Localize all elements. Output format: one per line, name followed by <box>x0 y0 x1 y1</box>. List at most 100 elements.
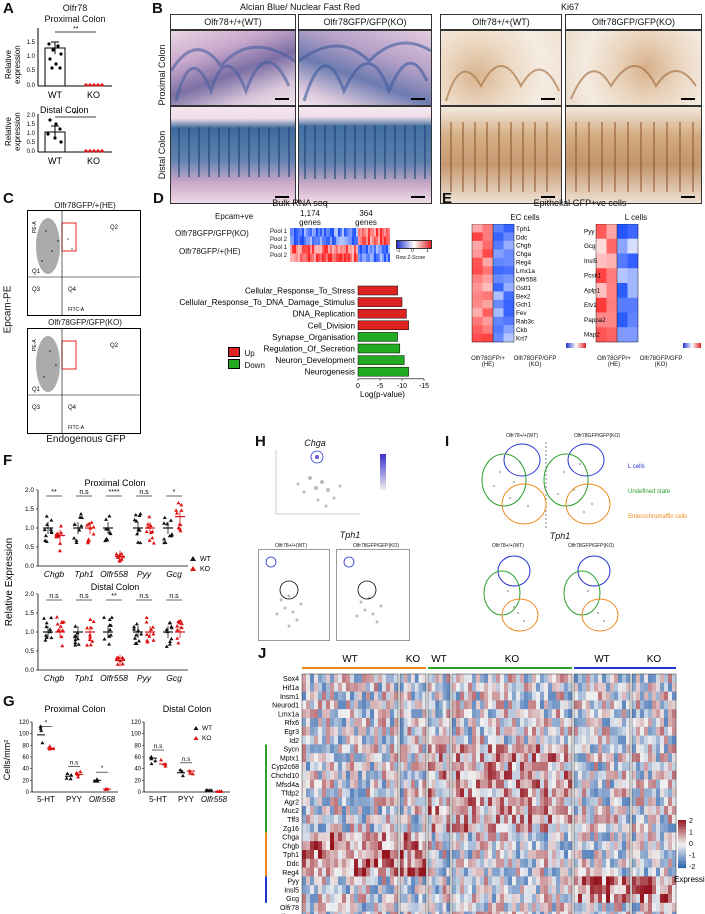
j-heat-cell <box>636 867 641 877</box>
j-heat-cell <box>330 911 335 914</box>
j-heat-cell <box>334 841 339 851</box>
j-heat-cell <box>338 718 343 727</box>
j-heat-cell <box>590 885 595 895</box>
j-heat-cell <box>446 902 451 912</box>
j-heat-cell <box>322 770 327 780</box>
j-heat-cell <box>418 753 423 763</box>
g-dist-point-ko <box>159 757 164 762</box>
j-heat-cell <box>636 902 641 912</box>
g-dist-y-tick-label: 100 <box>131 732 142 738</box>
j-heat-cell <box>322 762 327 771</box>
j-heat-cell <box>390 682 395 692</box>
j-heat-cell <box>594 726 599 736</box>
j-heat-cell <box>362 797 367 807</box>
j-heat-cell <box>512 867 517 877</box>
l-heat-cell <box>627 238 639 254</box>
bulk-heat-cell <box>340 253 343 262</box>
j-heat-cell <box>614 797 619 807</box>
j-heat-cell <box>582 700 587 710</box>
j-heat-cell <box>540 682 545 692</box>
j-heat-cell <box>302 867 307 877</box>
j-heat-cell <box>411 718 416 727</box>
j-scale-cell <box>678 857 686 859</box>
j-heat-cell <box>512 911 517 914</box>
j-heat-cell <box>536 726 541 736</box>
j-heat-cell <box>632 876 637 886</box>
j-heat-cell <box>540 700 545 710</box>
j-heat-cell <box>552 823 557 833</box>
j-heat-cell <box>370 797 375 807</box>
j-heat-cell <box>640 841 645 851</box>
j-heat-cell <box>574 753 579 763</box>
j-heat-cell <box>610 894 615 903</box>
svg-text:expression: expression <box>13 112 22 151</box>
j-heat-cell <box>602 876 607 886</box>
j-heat-cell <box>452 744 457 754</box>
j-heat-cell <box>586 876 591 886</box>
bulk-heat-cell <box>332 228 335 237</box>
j-heat-cell <box>500 902 505 912</box>
j-heat-cell <box>330 823 335 833</box>
j-heat-cell <box>500 709 505 719</box>
j-heat-cell <box>594 832 599 842</box>
j-heat-cell <box>560 700 565 710</box>
j-heat-cell <box>422 850 427 859</box>
j-heat-cell <box>606 709 611 719</box>
j-heat-cell <box>524 841 529 851</box>
j-heat-cell <box>346 876 351 886</box>
bulk-heat-cell <box>366 245 369 254</box>
j-heat-cell <box>431 726 436 736</box>
ec-heat-cell <box>472 308 483 317</box>
j-heat-cell <box>594 744 599 754</box>
j-heat-cell <box>632 709 637 719</box>
j-heat-cell <box>302 718 307 727</box>
g-prox-sig-2: n.s <box>70 759 79 766</box>
j-heat-cell <box>407 823 412 833</box>
j-heat-cell <box>366 823 371 833</box>
j-heat-cell <box>431 806 436 815</box>
j-heat-cell <box>350 682 355 692</box>
j-heat-cell <box>668 885 673 895</box>
f-dist-point-wt <box>136 639 141 643</box>
j-heat-cell <box>586 911 591 914</box>
j-heat-cell <box>560 911 565 914</box>
j-heat-cell <box>598 682 603 692</box>
bulk-heat-cell <box>386 228 389 237</box>
j-heat-cell <box>306 770 311 780</box>
j-heat-cell <box>528 902 533 912</box>
bulk-heat-cell <box>378 245 381 254</box>
j-heat-cell <box>428 674 432 683</box>
j-heat-cell <box>442 762 447 771</box>
j-heat-cell <box>488 691 493 701</box>
j-heat-cell <box>496 779 501 789</box>
j-heat-cell <box>460 867 465 877</box>
j-heat-cell <box>407 850 412 859</box>
j-heat-cell <box>648 691 653 701</box>
bulk-heat-cell <box>352 228 355 237</box>
j-heat-cell <box>468 911 473 914</box>
bulk-heat-cell <box>376 228 379 237</box>
j-heat-cell <box>378 894 383 903</box>
j-heat-cell <box>407 867 412 877</box>
j-heat-cell <box>632 691 637 701</box>
j-heat-cell <box>598 691 603 701</box>
j-heat-cell <box>378 735 383 745</box>
j-heat-cell <box>422 744 427 754</box>
f-prox-point-ko <box>151 541 156 545</box>
j-heat-cell <box>520 823 525 833</box>
j-heat-cell <box>350 735 355 745</box>
j-heat-cell <box>644 770 649 780</box>
f-prox-point-ko <box>179 508 184 512</box>
j-heat-cell <box>400 726 404 736</box>
j-heat-cell <box>504 744 509 754</box>
j-heat-cell <box>532 797 537 807</box>
j-heat-cell <box>439 832 443 842</box>
j-heat-cell <box>632 902 637 912</box>
dots-wt <box>47 42 63 70</box>
j-heat-cell <box>668 814 673 824</box>
j-heat-cell <box>618 885 623 895</box>
j-heat-cell <box>492 806 497 815</box>
j-heat-cell <box>330 762 335 771</box>
j-heat-cell <box>582 674 587 683</box>
j-heat-cell <box>644 700 649 710</box>
